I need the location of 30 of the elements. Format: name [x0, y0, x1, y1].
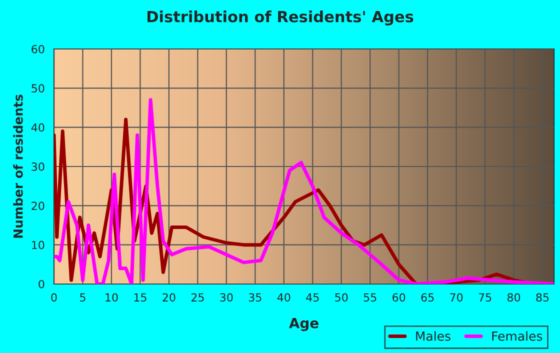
x-tick-label: 30	[220, 293, 233, 302]
x-tick-label: 15	[134, 293, 146, 302]
legend-label: Females	[492, 331, 542, 341]
x-tick-label: 70	[450, 293, 463, 302]
y-tick-label: 0	[38, 280, 44, 288]
x-tick-label: 20	[162, 293, 176, 302]
x-tick-label: 75	[478, 293, 492, 302]
y-tick-label: 50	[32, 84, 44, 93]
x-tick-label: 10	[106, 293, 118, 302]
x-tick-label: 0	[51, 293, 57, 302]
x-tick-label: 40	[277, 293, 290, 302]
y-tick-label: 40	[31, 123, 44, 132]
y-tick-label: 20	[32, 202, 44, 210]
y-tick-label: 60	[32, 44, 44, 54]
x-tick-label: 25	[191, 293, 204, 302]
y-tick-label: 30	[32, 162, 44, 171]
x-tick-label: 65	[421, 293, 434, 302]
x-tick-label: 45	[306, 293, 319, 302]
x-tick-label: 35	[248, 293, 262, 302]
x-tick-label: 85	[536, 293, 549, 302]
y-tick-label: 10	[32, 240, 44, 250]
legend-label: Males	[416, 331, 450, 341]
x-tick-label: 55	[364, 293, 376, 302]
y-axis-title: Number of residents	[13, 94, 23, 238]
x-axis-title: Age	[289, 318, 318, 332]
x-tick-label: 60	[392, 293, 406, 302]
x-tick-label: 50	[335, 293, 348, 302]
chart-title: Distribution of Residents' Ages	[147, 10, 414, 26]
x-tick-label: 80	[507, 293, 520, 302]
x-tick-label: 5	[80, 293, 86, 302]
